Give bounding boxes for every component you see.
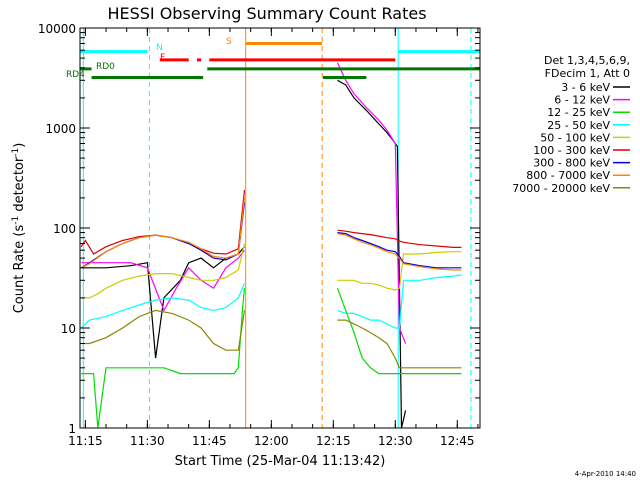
date-stamp: 4-Apr-2010 14:40 bbox=[575, 470, 636, 478]
legend-label-3: 25 - 50 keV bbox=[547, 119, 610, 132]
series-7 bbox=[80, 197, 462, 271]
series-4-line-1 bbox=[337, 251, 462, 291]
series-4-line-0 bbox=[81, 243, 246, 299]
series-7-line-0 bbox=[80, 197, 246, 269]
series-1 bbox=[81, 62, 407, 344]
flag-label-n: N bbox=[156, 43, 163, 53]
series-2-line-1 bbox=[336, 287, 462, 375]
x-axis-label: Start Time (25-Mar-04 11:13:42) bbox=[175, 454, 386, 469]
legend-label-0: 3 - 6 keV bbox=[561, 81, 610, 94]
series-8-line-1 bbox=[337, 319, 462, 369]
y-axis-label: Count Rate (s-1 detector-1) bbox=[11, 143, 27, 314]
series-3-line-0 bbox=[80, 283, 246, 329]
y-tick-label: 10 bbox=[61, 322, 76, 336]
flag-label-rd4: RD4 bbox=[66, 70, 85, 80]
legend-header-0: Det 1,3,4,5,6,9, bbox=[544, 54, 630, 67]
legend-label-5: 100 - 300 keV bbox=[533, 144, 610, 157]
x-tick-label: 11:30 bbox=[130, 434, 165, 448]
legend-label-2: 12 - 25 keV bbox=[547, 106, 610, 119]
plot-content: NF S RD0 RD4 bbox=[66, 28, 480, 429]
flag-label-s: S bbox=[226, 37, 232, 47]
x-tick-label: 12:00 bbox=[254, 434, 289, 448]
y-axis-label-part1: Count Rate (s bbox=[12, 225, 27, 314]
series-2 bbox=[81, 287, 462, 429]
series-1-line-1 bbox=[336, 62, 407, 344]
series-1-line-0 bbox=[81, 249, 245, 312]
y-axis-label-part3: ) bbox=[12, 143, 27, 148]
y-axis-label-part2: detector bbox=[12, 156, 27, 216]
legend-label-8: 7000 - 20000 keV bbox=[512, 182, 610, 195]
y-axis-label-sup2: -1 bbox=[11, 148, 21, 157]
series-7-line-1 bbox=[337, 233, 462, 271]
x-tick-label: 11:15 bbox=[68, 434, 103, 448]
x-tick-label: 12:15 bbox=[316, 434, 351, 448]
series-4 bbox=[81, 243, 462, 299]
y-axis-label-sup1: -1 bbox=[11, 216, 21, 225]
x-tick-label: 11:45 bbox=[192, 434, 227, 448]
series-2-line-0 bbox=[81, 288, 246, 429]
x-tick-label: 12:45 bbox=[440, 434, 475, 448]
flag-label-rd0: RD0 bbox=[96, 62, 115, 72]
series-3-line-1 bbox=[337, 274, 462, 329]
series-5-line-1 bbox=[337, 229, 462, 248]
y-tick-label: 1 bbox=[68, 422, 76, 436]
y-tick-label: 100 bbox=[53, 222, 76, 236]
chart-title: HESSI Observing Summary Count Rates bbox=[107, 4, 426, 23]
series-8-line-0 bbox=[81, 309, 246, 351]
x-tick-label: 12:30 bbox=[378, 434, 413, 448]
y-tick-label: 10000 bbox=[38, 22, 76, 36]
y-tick-label: 1000 bbox=[45, 122, 76, 136]
legend-label-6: 300 - 800 keV bbox=[533, 157, 610, 170]
series-6-line-1 bbox=[337, 232, 462, 269]
legend-header-1: FDecim 1, Att 0 bbox=[545, 67, 630, 80]
y-axis: 1 10 100 1000 10000 bbox=[38, 22, 480, 436]
legend-label-4: 50 - 100 keV bbox=[540, 131, 610, 144]
series-3 bbox=[80, 274, 462, 329]
legend-label-1: 6 - 12 keV bbox=[554, 94, 610, 107]
flag-label-f: F bbox=[160, 53, 165, 63]
series-8 bbox=[81, 309, 462, 369]
legend-label-7: 800 - 7000 keV bbox=[526, 169, 610, 182]
x-axis: 11:15 11:30 11:45 12:00 12:15 12:30 12:45 bbox=[68, 28, 479, 448]
legend: Det 1,3,4,5,6,9,FDecim 1, Att 03 - 6 keV… bbox=[512, 54, 630, 195]
